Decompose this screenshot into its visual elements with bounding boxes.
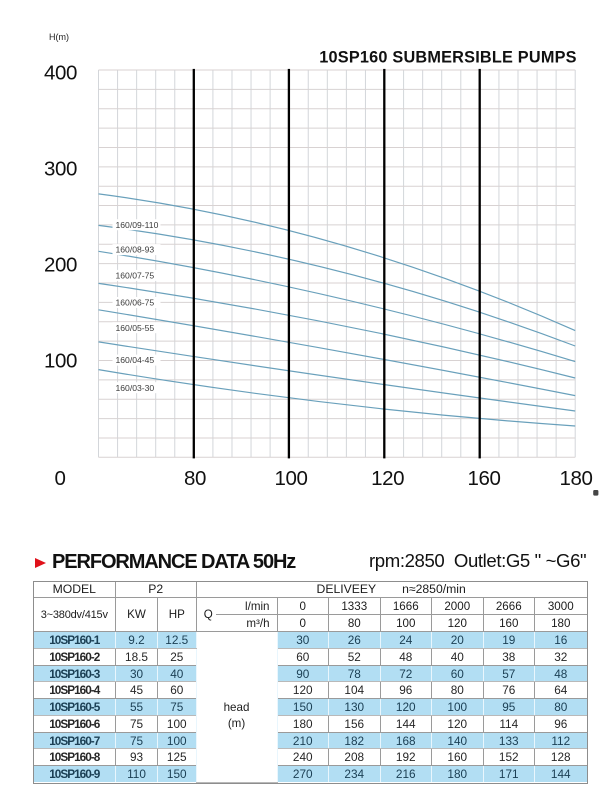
svg-text:160/04-45: 160/04-45 [116, 355, 155, 365]
svg-text:160: 160 [467, 467, 500, 490]
svg-text:H(m): H(m) [49, 32, 69, 42]
svg-text:10SP160 SUBMERSIBLE PUMPS: 10SP160 SUBMERSIBLE PUMPS [319, 48, 576, 66]
svg-text:100: 100 [44, 350, 77, 373]
svg-text:400: 400 [44, 62, 77, 85]
svg-text:160/03-30: 160/03-30 [116, 383, 155, 393]
svg-text:200: 200 [44, 254, 77, 277]
svg-text:160/09-110: 160/09-110 [116, 220, 159, 230]
svg-text:80: 80 [184, 467, 206, 490]
svg-text:160/05-55: 160/05-55 [116, 323, 155, 333]
svg-text:100: 100 [274, 467, 307, 490]
svg-text:300: 300 [44, 158, 77, 181]
svg-text:160/06-75: 160/06-75 [116, 298, 155, 308]
svg-text:180: 180 [559, 467, 592, 490]
svg-text:160/07-75: 160/07-75 [116, 271, 155, 281]
svg-text:120: 120 [371, 467, 404, 490]
svg-text:0: 0 [54, 467, 65, 490]
svg-text:160/08-93: 160/08-93 [116, 245, 155, 255]
